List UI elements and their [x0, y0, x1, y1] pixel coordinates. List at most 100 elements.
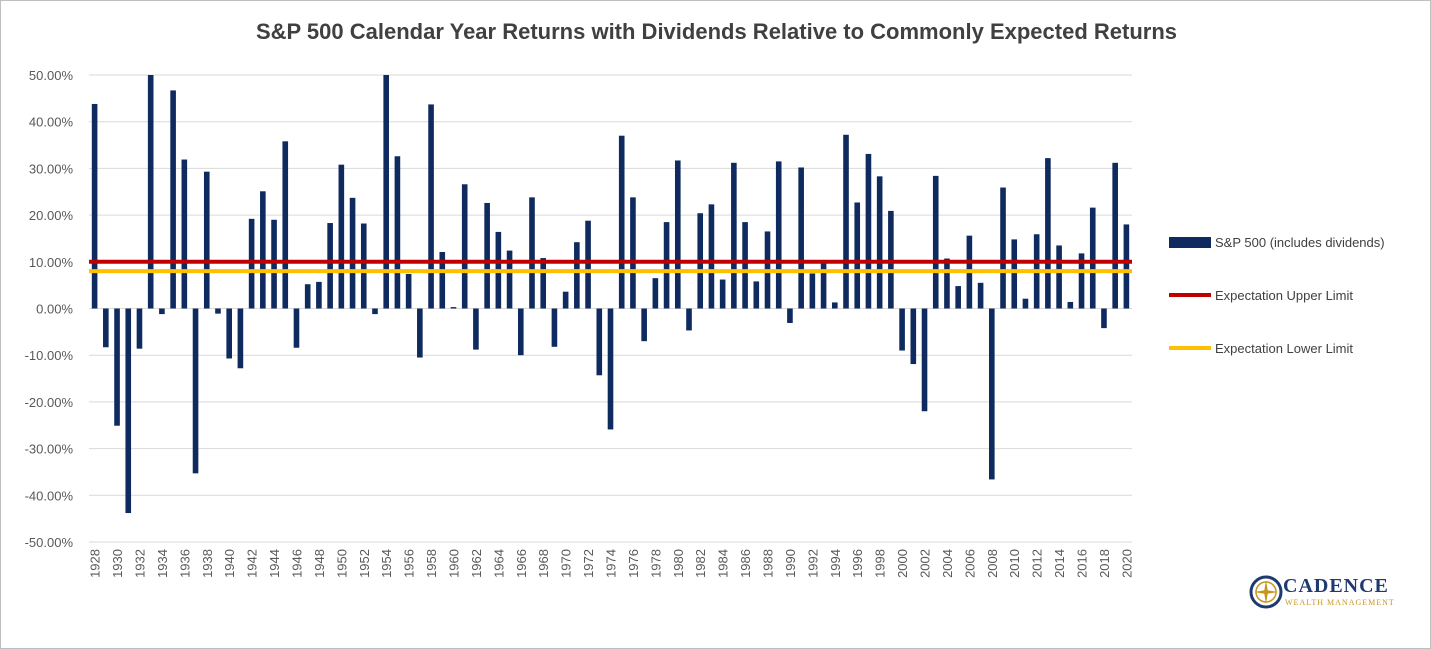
bar-1950 [338, 164, 345, 309]
x-tick-label: 1968 [536, 549, 551, 578]
y-tick-label: 0.00% [36, 302, 73, 317]
bar-1970 [562, 291, 569, 309]
bar-1955 [394, 156, 401, 309]
bar-2004 [944, 258, 950, 309]
bar-1932 [136, 308, 143, 349]
y-axis-ticks: 50.00% 40.00% 30.00% 20.00% 10.00% 0.00% -10.0… [25, 68, 74, 550]
x-tick-label: 2020 [1119, 549, 1134, 578]
bars [91, 75, 1130, 514]
y-tick-label: 10.00% [29, 255, 74, 270]
x-tick-label: 1934 [155, 549, 170, 578]
bar-1952 [360, 223, 367, 309]
bar-1946 [293, 308, 300, 348]
x-tick-label: 1952 [357, 549, 372, 578]
bar-1979 [663, 222, 670, 309]
chart-title: S&P 500 Calendar Year Returns with Divid… [255, 19, 1178, 44]
x-tick-label: 1990 [783, 549, 798, 578]
bar-1951 [349, 197, 356, 309]
bar-2009 [1000, 187, 1006, 309]
bar-1945 [282, 141, 289, 309]
x-tick-label: 1974 [604, 549, 619, 578]
bar-1996 [854, 202, 861, 309]
legend-label: S&P 500 (includes dividends) [1215, 235, 1385, 250]
bar-1965 [506, 250, 513, 309]
x-tick-label: 1932 [132, 549, 147, 578]
bar-1928 [91, 103, 98, 309]
legend: S&P 500 (includes dividends) Expectation … [1169, 235, 1385, 356]
y-tick-label: -50.00% [25, 535, 74, 550]
bar-1985 [731, 162, 737, 309]
x-tick-label: 1948 [312, 549, 327, 578]
x-tick-label: 1986 [738, 549, 753, 578]
bar-1961 [461, 184, 468, 309]
bar-1992 [809, 273, 816, 309]
bar-1972 [585, 220, 591, 309]
x-tick-label: 1928 [88, 549, 103, 578]
bar-1934 [159, 308, 165, 315]
x-tick-label: 2018 [1097, 549, 1112, 578]
x-tick-label: 1938 [200, 549, 215, 578]
bar-1987 [753, 281, 760, 309]
bar-2017 [1089, 207, 1096, 309]
x-tick-label: 1966 [514, 549, 529, 578]
x-tick-label: 2016 [1075, 549, 1090, 578]
x-tick-label: 1970 [559, 549, 574, 578]
bar-2007 [977, 282, 984, 309]
bar-2001 [910, 308, 917, 365]
bar-1943 [260, 191, 266, 309]
x-tick-label: 1978 [648, 549, 663, 578]
bar-1971 [574, 242, 580, 309]
y-tick-label: -30.00% [25, 442, 74, 457]
bar-1976 [630, 197, 636, 309]
legend-label: Expectation Upper Limit [1215, 288, 1353, 303]
legend-swatch-sp500 [1169, 237, 1211, 248]
y-tick-label: -10.00% [25, 348, 74, 363]
bar-1944 [271, 219, 277, 309]
bar-2008 [989, 308, 995, 480]
bar-2020 [1123, 224, 1130, 309]
x-tick-label: 1958 [424, 549, 439, 578]
bar-1998 [876, 176, 883, 309]
x-tick-label: 2012 [1030, 549, 1045, 578]
x-tick-label: 2006 [962, 549, 977, 578]
x-tick-label: 1962 [469, 549, 484, 578]
bar-1935 [170, 90, 176, 309]
bar-2002 [921, 308, 928, 412]
bar-1978 [652, 278, 659, 309]
x-tick-label: 1960 [446, 549, 461, 578]
legend-label: Expectation Lower Limit [1215, 341, 1353, 356]
bar-1959 [439, 251, 446, 309]
logo-subtitle: WEALTH MANAGEMENT [1285, 598, 1395, 607]
bar-2015 [1067, 301, 1074, 309]
bar-2000 [899, 308, 905, 351]
bar-1954 [383, 75, 390, 309]
x-tick-label: 1954 [379, 549, 394, 578]
bar-1939 [215, 308, 221, 314]
bar-1963 [484, 202, 490, 309]
x-tick-label: 1956 [402, 549, 417, 578]
x-axis-ticks: 1928 1930 1932 1934 1936 1938 1940 1942 1944 1946… [88, 549, 1135, 578]
x-tick-label: 1994 [828, 549, 843, 578]
x-tick-label: 2004 [940, 549, 955, 578]
bar-1949 [327, 223, 333, 309]
x-tick-label: 1988 [761, 549, 776, 578]
bar-1956 [405, 273, 412, 309]
bar-1974 [607, 308, 614, 430]
bar-1993 [820, 263, 827, 309]
bar-1957 [417, 308, 423, 358]
x-tick-label: 2000 [895, 549, 910, 578]
bar-1962 [473, 308, 479, 350]
bar-2010 [1011, 239, 1018, 309]
bar-2019 [1112, 162, 1118, 309]
x-tick-label: 2014 [1052, 549, 1067, 578]
y-tick-label: 50.00% [29, 68, 74, 83]
x-tick-label: 1984 [716, 549, 731, 578]
bar-1980 [674, 160, 681, 309]
bar-1968 [540, 258, 547, 309]
bar-1937 [192, 308, 199, 474]
bar-1991 [798, 167, 804, 309]
x-tick-label: 1976 [626, 549, 641, 578]
bar-2014 [1056, 245, 1062, 309]
bar-1969 [551, 308, 558, 347]
